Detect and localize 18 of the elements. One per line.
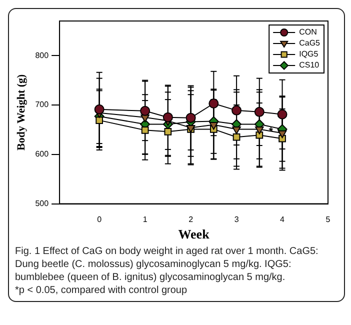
- x-tick-label: 5: [326, 214, 331, 224]
- legend-label: CS10: [299, 60, 320, 70]
- legend-label: CaG5: [299, 38, 321, 48]
- text: *p < 0.05, compared with control group: [15, 284, 188, 297]
- x-tick-label: 4: [280, 214, 286, 224]
- x-tick-label: 3: [234, 214, 240, 224]
- caption: Fig. 1 Effect of CaG on body weight in aged rat over 1 month. CaG5: Dung beetle (C. molossus) glycosaminoglycan 5 mg/kg. IQG5: bumblebee (queen of B. ignitus) glycosaminoglycan 5 mg/kg.: [15, 245, 320, 284]
- legend-label: CON: [299, 28, 318, 37]
- y-tick-label: 800: [35, 50, 50, 60]
- y-tick-label: 600: [35, 150, 50, 159]
- y-tick-label: 700: [35, 100, 50, 110]
- x-axis-title: Week: [178, 226, 210, 242]
- y-axis-title: Body Weight (g): [15, 74, 28, 150]
- y-tick-label: 500: [35, 199, 50, 208]
- x-tick-label: 0: [97, 214, 102, 224]
- x-tick-label: 1: [142, 214, 148, 224]
- x-tick-label: 2: [188, 214, 194, 224]
- legend-label: IQG5: [299, 50, 319, 59]
